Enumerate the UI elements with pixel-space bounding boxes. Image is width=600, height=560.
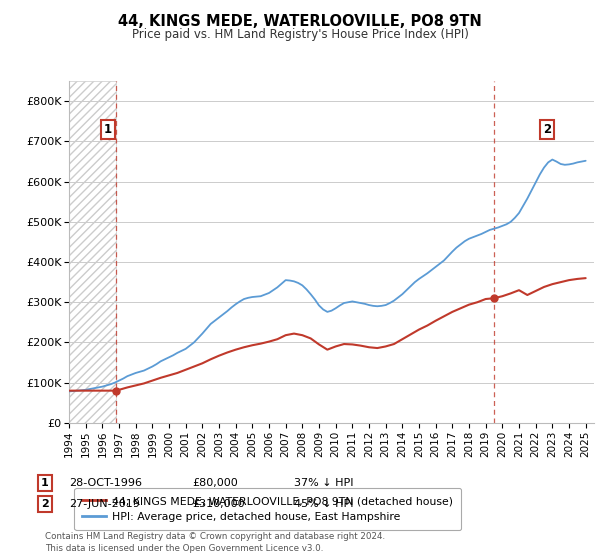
Text: 1: 1 bbox=[104, 123, 112, 136]
Text: 2: 2 bbox=[41, 499, 49, 509]
Text: Contains HM Land Registry data © Crown copyright and database right 2024.
This d: Contains HM Land Registry data © Crown c… bbox=[45, 533, 385, 553]
Text: 45% ↓ HPI: 45% ↓ HPI bbox=[294, 499, 353, 509]
Text: 2: 2 bbox=[543, 123, 551, 136]
Text: 28-OCT-1996: 28-OCT-1996 bbox=[69, 478, 142, 488]
Text: 37% ↓ HPI: 37% ↓ HPI bbox=[294, 478, 353, 488]
Text: £80,000: £80,000 bbox=[192, 478, 238, 488]
Legend: 44, KINGS MEDE, WATERLOOVILLE, PO8 9TN (detached house), HPI: Average price, det: 44, KINGS MEDE, WATERLOOVILLE, PO8 9TN (… bbox=[74, 488, 461, 530]
Text: £310,000: £310,000 bbox=[192, 499, 245, 509]
Text: 1: 1 bbox=[41, 478, 49, 488]
Text: Price paid vs. HM Land Registry's House Price Index (HPI): Price paid vs. HM Land Registry's House … bbox=[131, 28, 469, 41]
Text: 27-JUN-2019: 27-JUN-2019 bbox=[69, 499, 140, 509]
Text: 44, KINGS MEDE, WATERLOOVILLE, PO8 9TN: 44, KINGS MEDE, WATERLOOVILLE, PO8 9TN bbox=[118, 14, 482, 29]
